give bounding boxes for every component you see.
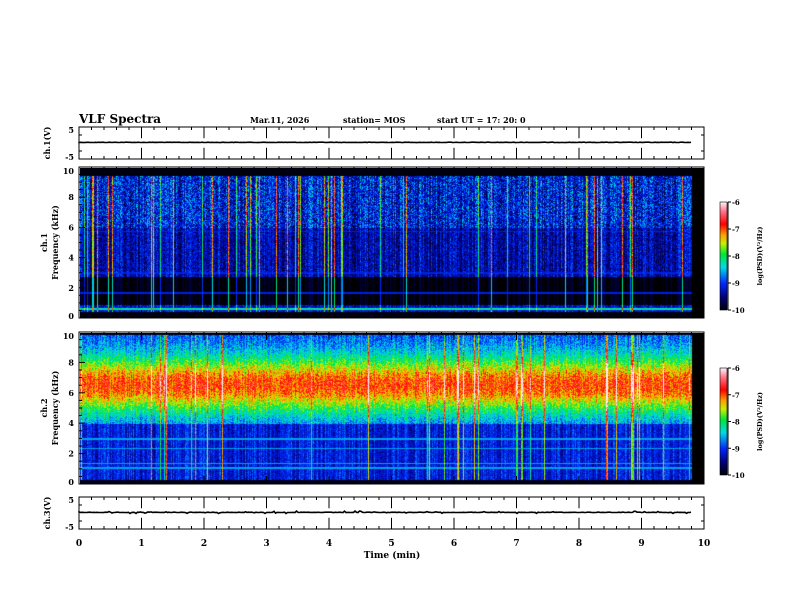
- x-tick-label: 8: [576, 539, 582, 549]
- y-tick-label: 10: [63, 331, 75, 341]
- y-tick-label: 6: [68, 222, 74, 232]
- ch2-spectrogram-ylabel-frequency: Frequency (kHz): [50, 370, 60, 445]
- figure-title: VLF Spectra: [78, 112, 161, 126]
- y-tick-label: 4: [68, 253, 74, 263]
- y-tick-label: 8: [68, 357, 74, 367]
- ch2-colorbar: [720, 368, 727, 475]
- ch2-spectrogram-frame: [78, 331, 705, 485]
- y-tick-label: 4: [68, 418, 74, 428]
- y-tick-label: 5: [68, 125, 74, 135]
- station-label: station= MOS: [343, 115, 406, 125]
- ch1-colorbar: [720, 202, 727, 310]
- y-tick-label: 0: [68, 477, 74, 487]
- y-tick-label: 5: [68, 495, 74, 505]
- y-tick-label: 8: [68, 192, 74, 202]
- colorbar-tick-label: -8: [732, 418, 740, 427]
- colorbar-tick-label: -7: [732, 391, 740, 400]
- ch2-spectrogram-colorbar-label: log(PSD)(V²/Hz): [756, 392, 764, 451]
- x-tick-label: 0: [76, 539, 82, 549]
- y-tick-label: 6: [68, 388, 74, 398]
- y-tick-label: -5: [65, 522, 74, 532]
- ch3-waveform-trace: [78, 510, 692, 515]
- ch1-spectrogram-colorbar-frame: [719, 201, 728, 311]
- x-tick-label: 9: [638, 539, 644, 549]
- colorbar-tick-label: -8: [732, 252, 740, 261]
- colorbar-tick-label: -6: [732, 364, 740, 373]
- x-axis-label: Time (min): [364, 550, 421, 561]
- start-time-label: start UT = 17: 20: 0: [437, 115, 526, 125]
- y-tick-label: 0: [68, 311, 74, 321]
- ch1-spectrogram-ylabel-frequency: Frequency (kHz): [50, 205, 60, 280]
- x-tick-label: 10: [698, 539, 711, 549]
- x-tick-label: 7: [513, 539, 519, 549]
- x-tick-label: 5: [388, 539, 394, 549]
- ch1-spectrogram-frame: [78, 166, 705, 319]
- colorbar-tick-label: -9: [732, 279, 740, 288]
- y-tick-label: 10: [63, 166, 75, 176]
- date-label: Mar.11, 2026: [250, 115, 310, 125]
- colorbar-tick-label: -10: [732, 306, 745, 315]
- y-tick-label: 2: [68, 283, 74, 293]
- ch2-spectrogram-colorbar-frame: [719, 367, 728, 476]
- colorbar-tick-label: -7: [732, 225, 740, 234]
- colorbar-tick-label: -10: [732, 471, 745, 480]
- ch1-spectrogram-colorbar-label: log(PSD)(V²/Hz): [756, 227, 764, 286]
- y-tick-label: 2: [68, 449, 74, 459]
- ch2-spectrogram-image: [80, 333, 704, 484]
- x-tick-label: 4: [326, 539, 332, 549]
- colorbar-tick-label: -9: [732, 444, 740, 453]
- ch1-waveform-ylabel: ch.1(V): [42, 126, 52, 159]
- ch3-waveform-ylabel: ch.3(V): [42, 496, 52, 529]
- ch1-spectrogram-ylabel-channel: ch.1: [39, 233, 49, 252]
- colorbar-tick-label: -6: [732, 198, 740, 207]
- y-tick-label: -5: [65, 152, 74, 162]
- x-tick-label: 2: [201, 539, 207, 549]
- x-tick-label: 6: [451, 539, 457, 549]
- ch1-spectrogram-image: [80, 168, 704, 318]
- ch2-spectrogram-ylabel-channel: ch.2: [39, 398, 49, 417]
- x-tick-label: 3: [263, 539, 269, 549]
- x-tick-label: 1: [138, 539, 144, 549]
